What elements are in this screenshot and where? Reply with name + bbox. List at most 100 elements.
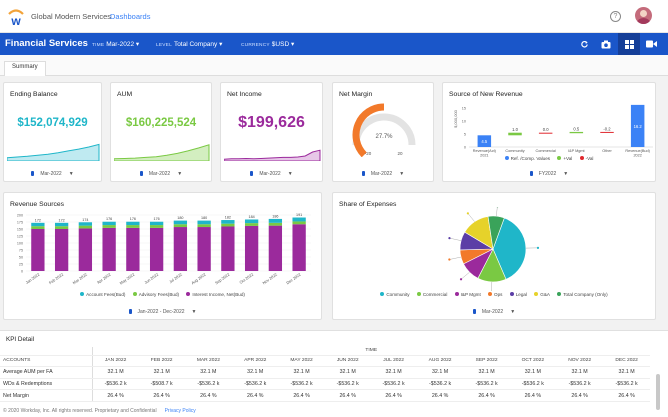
bar-segment [54, 222, 69, 227]
legend-item[interactable]: +Val [557, 156, 572, 161]
table-cell[interactable]: -$536.2 k [463, 378, 510, 391]
legend-item[interactable]: G&A [534, 292, 550, 297]
table-cell[interactable]: 26.4 % [509, 389, 557, 402]
legend-item[interactable]: Community [380, 292, 410, 297]
level-filter[interactable]: LEVEL Total Company ▾ [156, 41, 223, 48]
table-cell[interactable]: 26.4 % [603, 389, 650, 402]
table-row[interactable]: Net Margin 26.4 % 26.4 % 26.4 % 26.4 % 26.4 %… [0, 389, 650, 402]
period-filter[interactable]: Mar-2022 ▼ [221, 171, 322, 177]
legend-item[interactable]: Ops [488, 292, 502, 297]
table-cell[interactable]: 32.1 M [370, 366, 417, 379]
data-label: 186 [272, 214, 278, 218]
month-header[interactable]: JUN 2022 [324, 355, 371, 368]
table-cell[interactable]: 32.1 M [603, 366, 650, 379]
table-cell[interactable]: -$536.2 k [416, 378, 464, 391]
table-cell[interactable]: 32.1 M [232, 366, 279, 379]
avatar[interactable] [635, 7, 652, 24]
table-cell[interactable]: 26.4 % [278, 389, 325, 402]
table-cell[interactable]: 26.4 % [92, 389, 139, 402]
leader-dot [536, 246, 540, 249]
scrollbar[interactable] [656, 374, 660, 410]
table-cell[interactable]: -$536.2 k [232, 378, 279, 391]
table-cell[interactable]: 32.1 M [416, 366, 464, 379]
x-tick-label: Sep 2022 [214, 272, 231, 286]
month-header[interactable]: JUL 2022 [370, 355, 417, 368]
table-cell[interactable]: 26.4 % [463, 389, 510, 402]
table-cell[interactable]: 26.4 % [184, 389, 233, 402]
tab-summary[interactable]: Summary [4, 61, 46, 76]
table-cell[interactable]: -$536.2 k [370, 378, 417, 391]
month-header[interactable]: OCT 2022 [509, 355, 557, 368]
bar-segment [149, 221, 164, 226]
legend-item[interactable]: Commercial [416, 292, 447, 297]
table-cell[interactable]: -$508.7 k [138, 378, 185, 391]
table-cell[interactable]: 26.4 % [324, 389, 371, 402]
month-header[interactable]: JAN 2022 [92, 355, 139, 368]
table-cell[interactable]: -$536.2 k [92, 378, 139, 391]
legend-item[interactable]: Interest Income, Net(Bud) [186, 292, 245, 297]
month-header[interactable]: DEC 2022 [603, 355, 650, 368]
table-cell[interactable]: 26.4 % [416, 389, 464, 402]
table-cell[interactable]: -$536.2 k [509, 378, 557, 391]
month-header[interactable]: NOV 2022 [556, 355, 604, 368]
table-cell[interactable]: -$536.2 k [324, 378, 371, 391]
dashboards-link[interactable]: Dashboards [110, 12, 151, 21]
workday-logo[interactable]: w [6, 7, 26, 27]
currency-filter[interactable]: CURRENCY $USD ▾ [241, 41, 295, 48]
table-cell[interactable]: 32.1 M [184, 366, 233, 379]
gauge-track [352, 113, 416, 146]
table-cell[interactable]: -$536.2 k [184, 378, 233, 391]
period-filter[interactable]: Jan-2022 - Dec-2022 ▼ [4, 309, 321, 315]
month-header[interactable]: AUG 2022 [416, 355, 464, 368]
refresh-icon[interactable] [578, 38, 590, 50]
table-cell[interactable]: 32.1 M [463, 366, 510, 379]
legend-item[interactable]: I&P Mgmt [454, 292, 481, 297]
table-row[interactable]: WDs & Redemptions -$536.2 k -$508.7 k -$536… [0, 378, 650, 391]
time-filter[interactable]: TIME Mar-2022 ▾ [92, 41, 140, 48]
table-cell[interactable]: -$536.2 k [278, 378, 325, 391]
period-filter[interactable]: Mar-2022 ▼ [333, 171, 433, 177]
legend-item[interactable]: Total Company (Only) [557, 292, 608, 297]
month-header[interactable]: MAY 2022 [278, 355, 325, 368]
help-icon[interactable]: ? [610, 11, 621, 22]
table-cell[interactable]: 26.4 % [232, 389, 279, 402]
table-row[interactable]: Average AUM per FA 32.1 M 32.1 M 32.1 M 32.1… [0, 366, 650, 379]
data-label: 172 [35, 218, 41, 222]
legend-item[interactable]: Legal [509, 292, 527, 297]
table-cell[interactable]: 32.1 M [92, 366, 139, 379]
table-cell[interactable]: 32.1 M [556, 366, 604, 379]
table-cell[interactable]: 32.1 M [138, 366, 185, 379]
bar-segment [173, 220, 188, 225]
table-cell[interactable]: 26.4 % [370, 389, 417, 402]
table-cell[interactable]: -$536.2 k [556, 378, 604, 391]
tab-bar: Summary [0, 55, 668, 76]
bar-segment [126, 225, 140, 228]
legend-item[interactable]: Ref. /Comp. Values [504, 156, 550, 161]
table-cell[interactable]: 26.4 % [138, 389, 185, 402]
y-axis-label: $,000,000 [453, 109, 458, 128]
chevron-down-icon: ▾ [219, 41, 223, 48]
month-header[interactable]: SEP 2022 [463, 355, 510, 368]
month-header[interactable]: APR 2022 [232, 355, 279, 368]
period-filter[interactable]: Mar-2022 ▼ [333, 309, 655, 315]
legend-item[interactable]: Advisory Fees(Bud) [132, 292, 179, 297]
table-cell[interactable]: -$536.2 k [603, 378, 650, 391]
x-tick-label: Feb 2022 [48, 272, 64, 286]
table-cell[interactable]: 32.1 M [278, 366, 325, 379]
video-icon[interactable] [645, 38, 657, 50]
legend-item[interactable]: -Val [579, 156, 593, 161]
period-filter[interactable]: Mar-2022 ▼ [4, 171, 101, 177]
grid-view-icon[interactable] [618, 33, 640, 55]
table-cell[interactable]: 26.4 % [556, 389, 604, 402]
month-header[interactable]: MAR 2022 [184, 355, 233, 368]
month-header[interactable]: FEB 2022 [138, 355, 185, 368]
table-cell[interactable]: 32.1 M [509, 366, 557, 379]
bar-segment [221, 226, 235, 271]
legend-item[interactable]: Account Fees(Bud) [80, 292, 125, 297]
period-filter[interactable]: FY2022 ▼ [443, 171, 655, 177]
privacy-policy-link[interactable]: Privacy Policy [164, 408, 196, 414]
y-tick-label: 0 [464, 146, 466, 150]
period-filter[interactable]: Mar-2022 ▼ [111, 171, 211, 177]
camera-icon[interactable] [600, 38, 612, 50]
table-cell[interactable]: 32.1 M [324, 366, 371, 379]
